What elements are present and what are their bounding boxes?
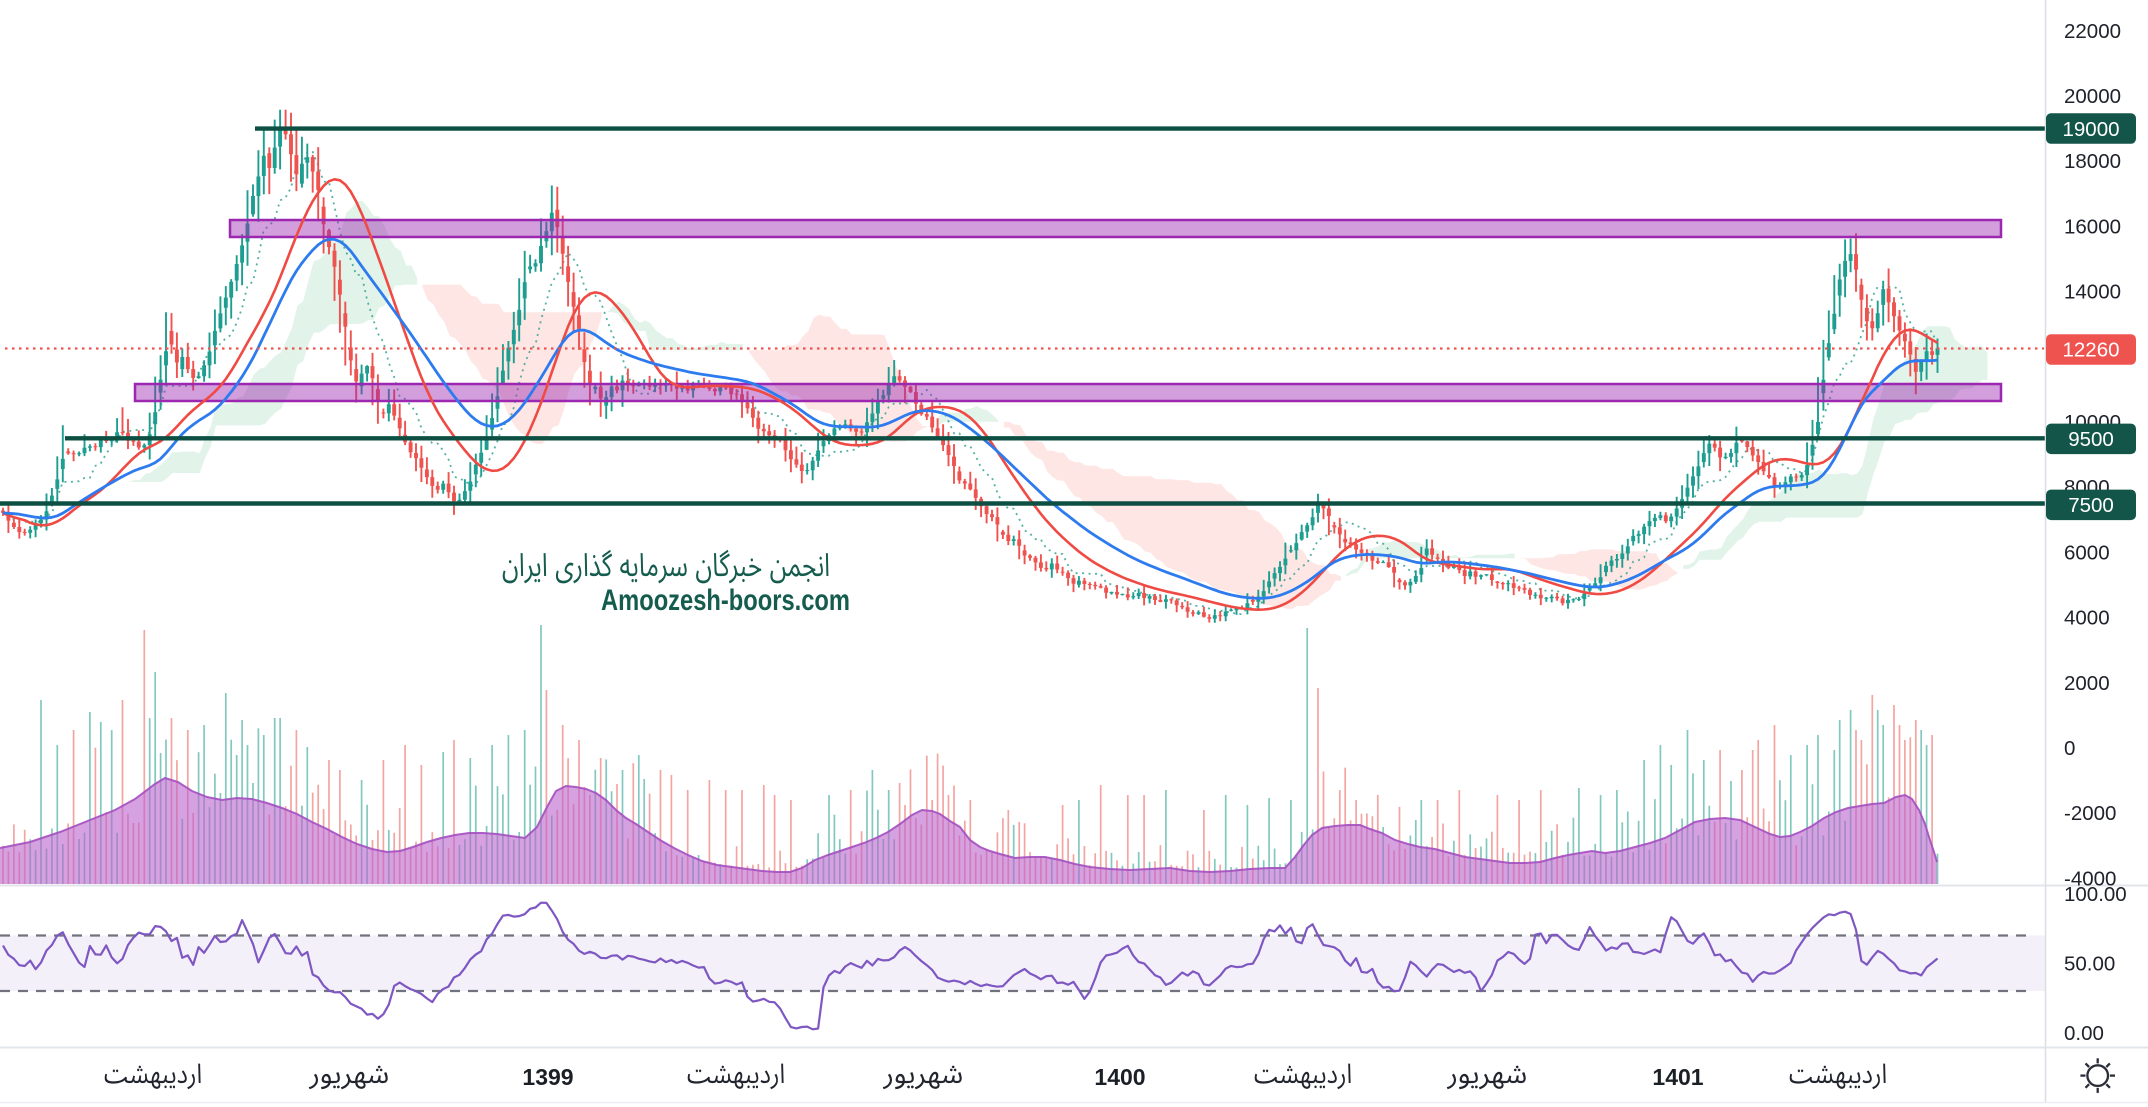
svg-text:50.00: 50.00 <box>2064 953 2115 976</box>
svg-text:9500: 9500 <box>2068 428 2114 451</box>
svg-text:18000: 18000 <box>2064 150 2121 173</box>
svg-text:12260: 12260 <box>2062 339 2119 362</box>
svg-text:20000: 20000 <box>2064 85 2121 108</box>
svg-text:2000: 2000 <box>2064 672 2110 695</box>
svg-text:4000: 4000 <box>2064 607 2110 630</box>
svg-text:1399: 1399 <box>522 1064 573 1090</box>
svg-text:0: 0 <box>2064 737 2075 760</box>
svg-text:1400: 1400 <box>1094 1064 1145 1090</box>
svg-text:Amoozesh-boors.com: Amoozesh-boors.com <box>601 584 850 617</box>
svg-text:0.00: 0.00 <box>2064 1022 2104 1045</box>
svg-text:1401: 1401 <box>1652 1064 1703 1090</box>
svg-text:22000: 22000 <box>2064 20 2121 43</box>
svg-text:7500: 7500 <box>2068 494 2114 517</box>
svg-text:19000: 19000 <box>2062 118 2119 141</box>
svg-text:-2000: -2000 <box>2064 802 2116 825</box>
svg-text:6000: 6000 <box>2064 541 2110 564</box>
svg-text:-4000: -4000 <box>2064 867 2116 890</box>
svg-text:100.00: 100.00 <box>2064 883 2127 906</box>
svg-text:14000: 14000 <box>2064 281 2121 304</box>
svg-text:16000: 16000 <box>2064 215 2121 238</box>
